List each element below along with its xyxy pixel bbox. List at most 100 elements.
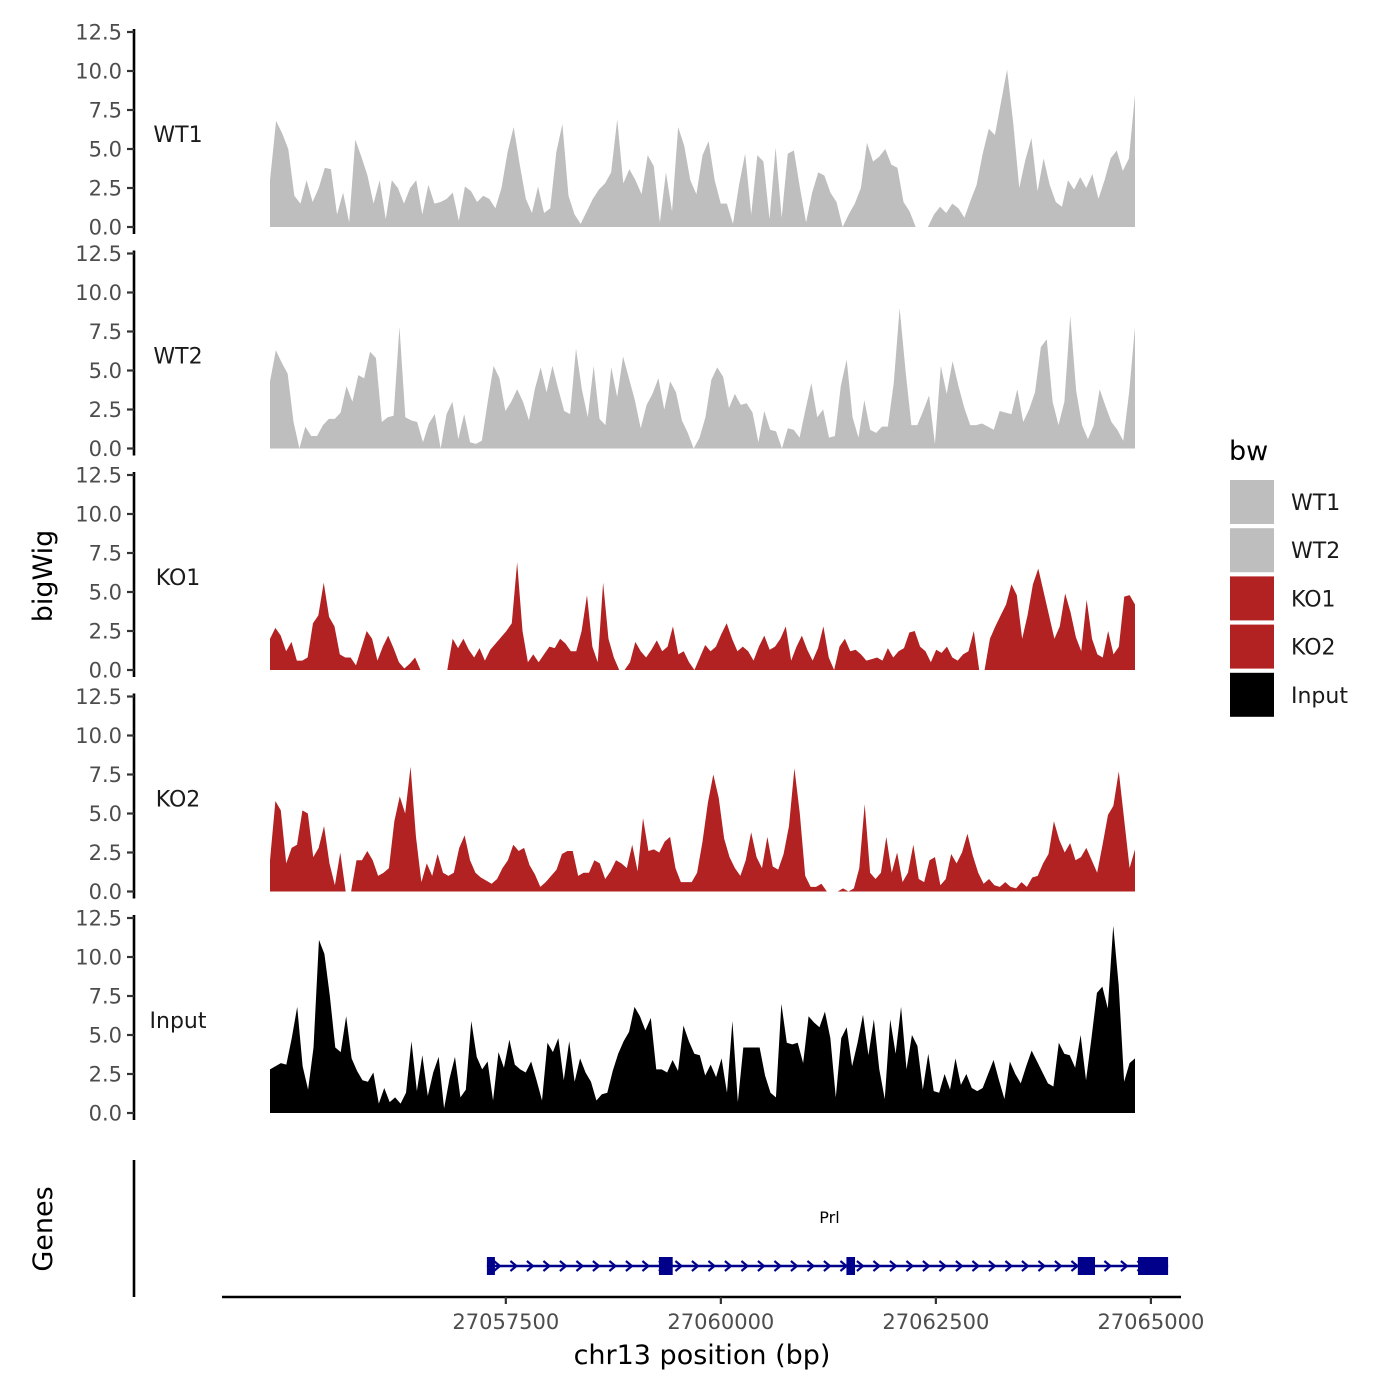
exon (1137, 1257, 1169, 1275)
legend-title: bw (1229, 436, 1268, 467)
y-tick-label: 7.5 (89, 763, 122, 787)
y-tick-label: 12.5 (75, 907, 122, 931)
strand-arrow (608, 1260, 618, 1272)
legend-item-ko1: KO1 (1230, 576, 1336, 621)
strand-arrow (542, 1260, 552, 1272)
exon (1077, 1257, 1095, 1275)
strand-arrow (1021, 1260, 1030, 1272)
y-tick-label: 2.5 (89, 620, 122, 644)
gene-track: Prl (132, 1160, 1169, 1297)
strand-arrow (1054, 1260, 1063, 1272)
strand-arrow (509, 1260, 519, 1272)
y-tick-label: 12.5 (75, 21, 122, 45)
y-tick-label: 7.5 (89, 320, 122, 344)
x-axis-title: chr13 position (bp) (574, 1340, 831, 1371)
exon (658, 1257, 673, 1275)
x-tick-label: 27060000 (667, 1310, 774, 1334)
strand-arrow (806, 1260, 816, 1272)
y-tick-label: 12.5 (75, 464, 122, 488)
y-tick-label: 0.0 (89, 659, 122, 683)
legend-label: Input (1291, 684, 1348, 709)
y-tick-label: 0.0 (89, 1102, 122, 1126)
y-tick-label: 5.0 (89, 802, 122, 826)
y-tick-label: 5.0 (89, 138, 122, 162)
y-tick-label: 12.5 (75, 242, 122, 266)
x-tick-label: 27057500 (452, 1310, 559, 1334)
strand-arrow (790, 1260, 799, 1272)
coverage-area-wt2 (270, 308, 1135, 449)
legend-label: KO1 (1291, 587, 1336, 612)
y-tick-label: 0.0 (89, 437, 122, 461)
strand-arrow (988, 1260, 997, 1272)
strand-arrow (674, 1260, 684, 1272)
y-tick-label: 2.5 (89, 1063, 122, 1087)
legend-label: WT2 (1291, 539, 1340, 564)
track-label: Input (150, 1009, 207, 1034)
strand-arrow (823, 1260, 832, 1272)
exon (846, 1257, 856, 1275)
legend-item-wt2: WT2 (1230, 528, 1340, 573)
track-wt1: 0.0 2.5 5.0 7.5 10.0 12.5 WT1 (75, 21, 1135, 240)
y-tick-label: 0.0 (89, 216, 122, 240)
track-ko1: 0.0 2.5 5.0 7.5 10.0 12.5 KO1 (75, 464, 1135, 683)
track-label: KO2 (156, 788, 201, 813)
strand-arrow (1120, 1260, 1129, 1272)
y-tick-label: 12.5 (75, 685, 122, 709)
y-tick-label: 7.5 (89, 542, 122, 566)
track-ko2: 0.0 2.5 5.0 7.5 10.0 12.5 KO2 (75, 685, 1135, 904)
y-tick-label: 5.0 (89, 359, 122, 383)
strand-arrow (1037, 1260, 1047, 1272)
strand-arrow (641, 1260, 651, 1272)
legend-label: WT1 (1291, 491, 1340, 516)
track-label: WT1 (153, 123, 202, 148)
strand-arrow (757, 1260, 766, 1272)
gene-prl: Prl (486, 1208, 1169, 1275)
gene-name-label: Prl (819, 1208, 839, 1227)
legend-item-wt1: WT1 (1230, 480, 1340, 524)
y-tick-label: 2.5 (89, 177, 122, 201)
coverage-area-ko1 (270, 562, 1135, 670)
y-tick-label: 5.0 (89, 581, 122, 605)
strand-arrow (707, 1260, 717, 1272)
strand-arrow (773, 1260, 783, 1272)
y-tick-label: 10.0 (75, 60, 122, 84)
legend-item-ko2: KO2 (1230, 624, 1336, 669)
legend-swatch (1230, 528, 1274, 573)
strand-arrow (922, 1260, 931, 1272)
genes-track-title: Genes (28, 1186, 59, 1271)
strand-arrow (1070, 1260, 1080, 1272)
strand-arrow (889, 1260, 898, 1272)
y-tick-label: 10.0 (75, 724, 122, 748)
track-wt2: 0.0 2.5 5.0 7.5 10.0 12.5 WT2 (75, 242, 1135, 461)
strand-arrow (575, 1260, 585, 1272)
exon (486, 1257, 495, 1275)
strand-arrow (1103, 1260, 1113, 1272)
legend-swatch (1230, 624, 1274, 669)
strand-arrow (955, 1260, 964, 1272)
coverage-area-input (270, 925, 1135, 1113)
track-label: KO1 (156, 566, 201, 591)
strand-arrow (625, 1260, 634, 1272)
track-label: WT2 (153, 345, 202, 370)
y-tick-label: 10.0 (75, 503, 122, 527)
y-tick-label: 5.0 (89, 1024, 122, 1048)
strand-arrow (526, 1260, 535, 1272)
legend-swatch (1230, 480, 1274, 524)
y-tick-label: 2.5 (89, 841, 122, 865)
x-tick-label: 27065000 (1097, 1310, 1204, 1334)
coverage-area-ko2 (270, 766, 1135, 892)
y-axis-title: bigWig (28, 530, 59, 623)
y-tick-label: 10.0 (75, 946, 122, 970)
legend-label: KO2 (1291, 636, 1336, 661)
strand-arrow (971, 1260, 981, 1272)
strand-arrow (740, 1260, 750, 1272)
legend-swatch (1230, 672, 1274, 717)
track-input: 0.0 2.5 5.0 7.5 10.0 12.5 Input (75, 907, 1135, 1126)
strand-arrow (938, 1260, 948, 1272)
y-tick-label: 7.5 (89, 99, 122, 123)
strand-arrow (905, 1260, 915, 1272)
coverage-area-wt1 (270, 69, 1135, 227)
y-tick-label: 0.0 (89, 880, 122, 904)
legend: bw WT1 WT2 KO1 KO2 Input (1229, 436, 1348, 717)
coverage-tracks: 0.0 2.5 5.0 7.5 10.0 12.5 WT1 0.0 2.5 5.0 7.5 10.0 1… (75, 21, 1135, 1126)
